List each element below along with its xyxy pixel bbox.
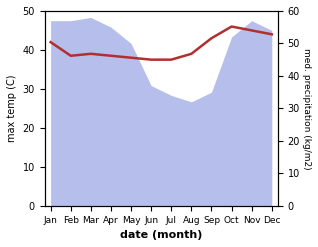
Y-axis label: med. precipitation (kg/m2): med. precipitation (kg/m2) — [302, 48, 311, 169]
Y-axis label: max temp (C): max temp (C) — [7, 75, 17, 142]
X-axis label: date (month): date (month) — [120, 230, 203, 240]
